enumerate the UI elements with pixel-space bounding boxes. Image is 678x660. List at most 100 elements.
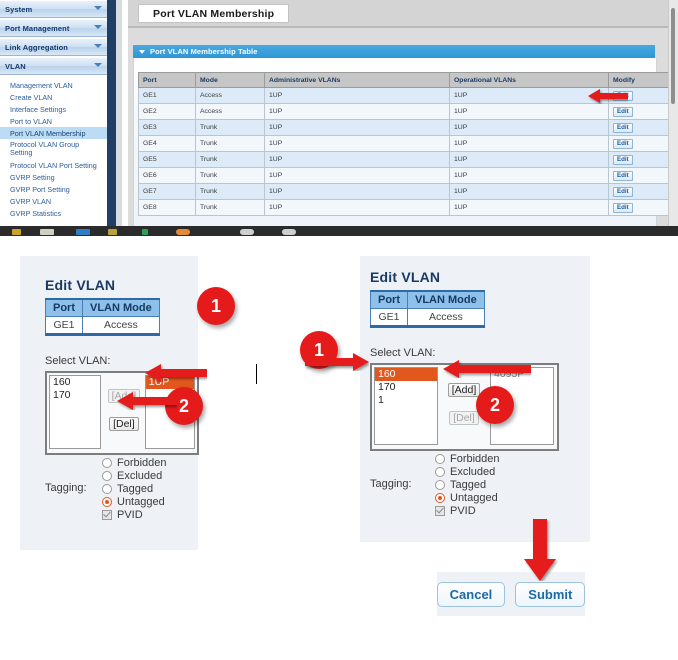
port-mode-table: Port VLAN Mode GE1 Access xyxy=(45,298,160,336)
collapse-triangle-icon xyxy=(139,49,145,54)
th-port: Port xyxy=(45,298,83,317)
cell-port: GE5 xyxy=(138,151,196,168)
edit-button[interactable]: Edit xyxy=(613,170,633,181)
sidebar-group-link-aggregation[interactable]: Link Aggregation xyxy=(0,38,107,56)
sidebar-item-port-vlan-membership[interactable]: Port VLAN Membership xyxy=(0,127,107,139)
checkbox-pvid[interactable]: PVID xyxy=(102,508,167,521)
list-item[interactable]: 160 xyxy=(53,376,71,388)
annotated-dialog-figures: Edit VLAN Port VLAN Mode GE1 Access Sele… xyxy=(0,236,678,660)
select-vlan-label: Select VLAN: xyxy=(370,347,436,359)
panel-header[interactable]: Port VLAN Membership Table xyxy=(133,45,655,58)
sidebar-item-protocol-vlan-port-setting[interactable]: Protocol VLAN Port Setting xyxy=(10,160,97,170)
taskbar-icon-5[interactable] xyxy=(142,228,148,235)
sidebar-item-management-vlan[interactable]: Management VLAN xyxy=(10,80,73,90)
list-item[interactable]: 170 xyxy=(378,381,396,393)
cancel-button[interactable]: Cancel xyxy=(436,581,506,607)
submit-button[interactable]: Submit xyxy=(515,581,586,607)
taskbar-icon-7[interactable] xyxy=(240,228,254,235)
table-row: GE7 Trunk 1UP 1UP Edit xyxy=(138,183,678,200)
td-vlan-mode: Access xyxy=(407,308,485,328)
cell-admin-vlans: 1UP xyxy=(264,103,450,120)
edit-button[interactable]: Edit xyxy=(613,122,633,133)
cell-admin-vlans: 1UP xyxy=(264,119,450,136)
cell-mode: Trunk xyxy=(195,135,265,152)
sidebar-group-port-management[interactable]: Port Management xyxy=(0,19,107,37)
cell-modify: Edit xyxy=(608,167,678,184)
cell-modify: Edit xyxy=(608,199,678,216)
col-modify: Modify xyxy=(608,72,678,88)
th-vlan-mode: VLAN Mode xyxy=(82,298,160,317)
radio-forbidden[interactable]: Forbidden xyxy=(435,452,500,465)
edit-button[interactable]: Edit xyxy=(613,154,633,165)
available-vlan-listbox[interactable]: 160 170 xyxy=(49,375,101,449)
table-row: GE3 Trunk 1UP 1UP Edit xyxy=(138,119,678,136)
radio-excluded[interactable]: Excluded xyxy=(102,469,167,482)
panel-header-label: Port VLAN Membership Table xyxy=(150,47,258,56)
browser-vertical-scrollbar[interactable] xyxy=(668,0,678,226)
table-row: GE6 Trunk 1UP 1UP Edit xyxy=(138,167,678,184)
sidebar-item-gvrp-statistics[interactable]: GVRP Statistics xyxy=(10,208,61,218)
sidebar-group-label: Link Aggregation xyxy=(5,42,68,52)
sidebar-item-interface-settings[interactable]: Interface Settings xyxy=(10,104,66,114)
page-title-text: Port VLAN Membership xyxy=(153,7,275,20)
list-item[interactable]: 170 xyxy=(53,389,71,401)
list-item-selected[interactable]: 160 xyxy=(375,368,437,381)
del-button[interactable]: [Del] xyxy=(109,417,139,431)
scrollbar-thumb[interactable] xyxy=(671,8,675,104)
available-vlan-listbox[interactable]: 160 170 1 xyxy=(374,367,438,445)
sidebar-group-system[interactable]: System xyxy=(0,0,107,18)
taskbar-icon-3[interactable] xyxy=(76,228,90,235)
radio-forbidden[interactable]: Forbidden xyxy=(102,456,167,469)
edit-button[interactable]: Edit xyxy=(613,186,633,197)
cell-port: GE7 xyxy=(138,183,196,200)
radio-excluded[interactable]: Excluded xyxy=(435,465,500,478)
cell-port: GE2 xyxy=(138,103,196,120)
edit-button[interactable]: Edit xyxy=(613,106,633,117)
radio-untagged[interactable]: Untagged xyxy=(102,495,167,508)
edit-button[interactable]: Edit xyxy=(613,138,633,149)
radio-icon xyxy=(435,453,445,464)
tagging-label: Tagging: xyxy=(370,478,412,490)
radio-icon-selected xyxy=(435,492,445,503)
list-item[interactable]: 1 xyxy=(378,394,384,406)
col-admin: Administrative VLANs xyxy=(264,72,450,88)
radio-tagged[interactable]: Tagged xyxy=(435,478,500,491)
radio-label: Untagged xyxy=(117,495,165,508)
taskbar-icon-6[interactable] xyxy=(176,228,190,235)
page-title: Port VLAN Membership xyxy=(138,4,290,23)
sidebar-spacer xyxy=(0,221,107,225)
checkbox-pvid[interactable]: PVID xyxy=(435,504,500,517)
sidebar-group-label: Port Management xyxy=(5,23,70,33)
port-vlan-membership-table: Port Mode Administrative VLANs Operation… xyxy=(138,72,678,216)
taskbar-icon-2[interactable] xyxy=(40,228,54,235)
radio-tagged[interactable]: Tagged xyxy=(102,482,167,495)
sidebar-item-port-to-vlan[interactable]: Port to VLAN xyxy=(10,116,52,126)
cell-oper-vlans: 1UP xyxy=(449,151,609,168)
taskbar-icon-8[interactable] xyxy=(282,228,296,235)
cell-mode: Trunk xyxy=(195,167,265,184)
port-mode-table: Port VLAN Mode GE1 Access xyxy=(370,290,485,328)
cell-port: GE3 xyxy=(138,119,196,136)
taskbar-icon-4[interactable] xyxy=(108,228,117,235)
cell-admin-vlans: 1UP xyxy=(264,87,450,104)
table-header-row: Port Mode Administrative VLANs Operation… xyxy=(138,72,678,88)
sidebar-group-vlan[interactable]: VLAN xyxy=(0,57,107,75)
radio-untagged[interactable]: Untagged xyxy=(435,491,500,504)
del-button[interactable]: [Del] xyxy=(449,411,479,425)
callout-badge-1-left: 1 xyxy=(197,287,235,325)
sidebar-item-gvrp-port-setting[interactable]: GVRP Port Setting xyxy=(10,184,70,194)
radio-icon xyxy=(102,470,112,481)
sidebar-item-gvrp-vlan[interactable]: GVRP VLAN xyxy=(10,196,52,206)
edit-button[interactable]: Edit xyxy=(613,202,633,213)
radio-icon-selected xyxy=(102,496,112,507)
sidebar-item-gvrp-setting[interactable]: GVRP Setting xyxy=(10,172,55,182)
cell-oper-vlans: 1UP xyxy=(449,199,609,216)
taskbar-icon-1[interactable] xyxy=(12,228,21,235)
sidebar-item-protocol-vlan-group-setting[interactable]: Protocol VLAN Group Setting xyxy=(10,139,80,157)
annotation-arrow-2-right xyxy=(443,360,531,378)
annotation-arrow-1-right xyxy=(305,353,369,371)
cell-oper-vlans: 1UP xyxy=(449,135,609,152)
sidebar-item-create-vlan[interactable]: Create VLAN xyxy=(10,92,53,102)
add-button[interactable]: [Add] xyxy=(447,383,481,397)
cell-mode: Trunk xyxy=(195,183,265,200)
